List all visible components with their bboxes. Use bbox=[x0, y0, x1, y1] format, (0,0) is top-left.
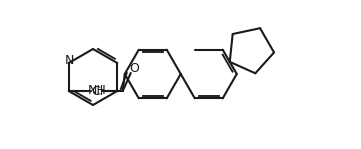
Text: O: O bbox=[129, 62, 139, 74]
Text: Cl: Cl bbox=[91, 84, 103, 97]
Text: NH: NH bbox=[87, 84, 106, 97]
Text: N: N bbox=[65, 53, 74, 66]
